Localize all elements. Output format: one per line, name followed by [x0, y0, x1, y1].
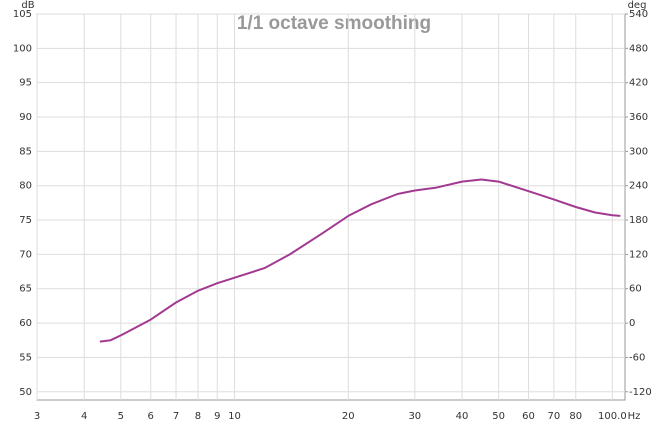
y-tick-label: 75	[19, 215, 32, 226]
x-tick-label: 20	[342, 411, 355, 422]
x-tick-label: 7	[173, 411, 179, 422]
x-tick-label: 30	[408, 411, 421, 422]
x-axis-label: Hz	[628, 411, 641, 422]
y-tick-label: 90	[19, 112, 32, 123]
y2-axis-label: deg	[628, 0, 647, 11]
y2-tick-label: 240	[629, 181, 648, 192]
y2-tick-label: 540	[629, 9, 648, 20]
y2-tick-label: 60	[629, 284, 642, 295]
x-tick-label: 100.0	[598, 411, 627, 422]
y-tick-label: 65	[19, 284, 32, 295]
x-tick-label: 4	[81, 411, 87, 422]
y-tick-label: 85	[19, 146, 32, 157]
y2-tick-label: 300	[629, 146, 648, 157]
y2-tick-label: 0	[629, 318, 635, 329]
y2-tick-label: -120	[629, 387, 652, 398]
x-tick-label: 3	[34, 411, 40, 422]
y2-tick-label: 420	[629, 78, 648, 89]
y-tick-label: 70	[19, 249, 32, 260]
y-tick-label: 50	[19, 387, 32, 398]
y2-tick-label: 120	[629, 249, 648, 260]
y-axis-label: dB	[21, 0, 34, 11]
x-tick-label: 6	[148, 411, 154, 422]
x-tick-label: 80	[569, 411, 582, 422]
y2-tick-label: -60	[629, 352, 645, 363]
x-tick-label: 5	[118, 411, 124, 422]
x-tick-label: 50	[492, 411, 505, 422]
y-tick-label: 105	[13, 9, 32, 20]
x-tick-label: 8	[195, 411, 201, 422]
y2-tick-label: 360	[629, 112, 648, 123]
chart-title: 1/1 octave smoothing	[237, 13, 431, 34]
y2-tick-label: 180	[629, 215, 648, 226]
plot-frame	[36, 13, 626, 401]
x-tick-label: 10	[228, 411, 241, 422]
y-tick-label: 55	[19, 352, 32, 363]
x-tick-label: 70	[547, 411, 560, 422]
x-tick-label: 9	[214, 411, 220, 422]
y-tick-label: 95	[19, 78, 32, 89]
data-line	[99, 178, 621, 343]
y-tick-label: 60	[19, 318, 32, 329]
x-tick-label: 60	[522, 411, 535, 422]
y-tick-label: 100	[13, 43, 32, 54]
x-tick-label: 40	[456, 411, 469, 422]
y-tick-label: 80	[19, 181, 32, 192]
y2-tick-label: 480	[629, 43, 648, 54]
